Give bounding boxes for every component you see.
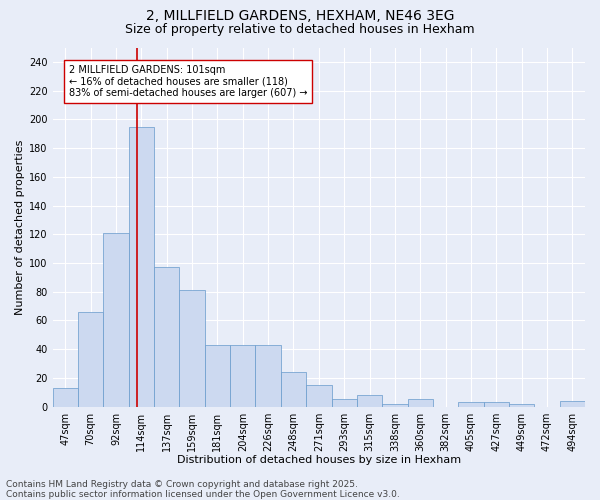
Bar [230, 345, 256, 406]
Bar [357, 395, 382, 406]
Text: 2 MILLFIELD GARDENS: 101sqm
← 16% of detached houses are smaller (118)
83% of se: 2 MILLFIELD GARDENS: 101sqm ← 16% of det… [68, 64, 307, 98]
Bar [484, 402, 509, 406]
Text: Contains HM Land Registry data © Crown copyright and database right 2025.
Contai: Contains HM Land Registry data © Crown c… [6, 480, 400, 499]
X-axis label: Distribution of detached houses by size in Hexham: Distribution of detached houses by size … [177, 455, 461, 465]
Bar [103, 233, 129, 406]
Bar [509, 404, 535, 406]
Bar [306, 385, 332, 406]
Bar [256, 345, 281, 406]
Bar [78, 312, 103, 406]
Y-axis label: Number of detached properties: Number of detached properties [15, 140, 25, 314]
Bar [382, 404, 407, 406]
Bar [179, 290, 205, 406]
Bar [407, 400, 433, 406]
Text: Size of property relative to detached houses in Hexham: Size of property relative to detached ho… [125, 22, 475, 36]
Bar [129, 126, 154, 406]
Text: 2, MILLFIELD GARDENS, HEXHAM, NE46 3EG: 2, MILLFIELD GARDENS, HEXHAM, NE46 3EG [146, 9, 454, 23]
Bar [154, 268, 179, 406]
Bar [281, 372, 306, 406]
Bar [205, 345, 230, 406]
Bar [53, 388, 78, 406]
Bar [560, 401, 585, 406]
Bar [332, 400, 357, 406]
Bar [458, 402, 484, 406]
